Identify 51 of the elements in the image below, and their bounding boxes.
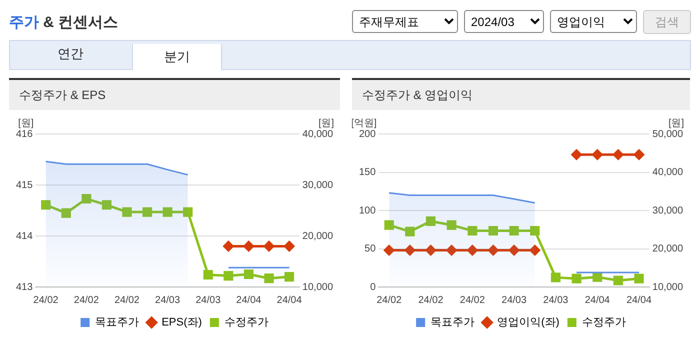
y-tick-label: 415: [16, 180, 34, 191]
y-tick-label: 100: [358, 205, 376, 216]
text: 연간: [56, 45, 84, 63]
y2-tick-label: 40,000: [302, 128, 334, 140]
y-tick-label: 200: [358, 128, 376, 140]
x-tick-label: 24/03: [155, 294, 180, 306]
x-tick-label: 24/04: [276, 294, 302, 306]
chart-title: 수정주가 & EPS: [9, 78, 340, 110]
x-tick-label: 24/04: [626, 294, 652, 306]
legend-label: EPS(좌): [162, 316, 202, 329]
x-tick-label: 24/02: [114, 294, 140, 306]
y-tick-label: 414: [16, 230, 34, 242]
x-tick-label: 24/03: [502, 294, 527, 306]
text: 주가 & 컨센서스: [9, 13, 118, 32]
y-tick-label: 413: [16, 282, 34, 293]
y2-tick-label: 10,000: [302, 282, 334, 293]
legend-label: 수정주가: [224, 316, 268, 329]
text: 검색: [643, 10, 691, 34]
x-tick-label: 24/02: [460, 294, 486, 306]
x-tick-label: 24/03: [543, 294, 569, 306]
y2-tick-label: 20,000: [652, 244, 684, 254]
y-tick-label: 50: [364, 244, 376, 254]
y-tick-label: 150: [358, 167, 376, 178]
x-tick-label: 24/04: [584, 294, 610, 306]
legend-label: 목표주가: [430, 316, 475, 329]
x-tick-label: 24/04: [236, 294, 262, 306]
y2-axis-title: [원]: [668, 118, 684, 129]
y2-axis-title: [원]: [318, 118, 334, 129]
text: 분기: [132, 44, 222, 70]
x-tick-label: 24/02: [418, 294, 444, 306]
y2-tick-label: 10,000: [652, 282, 684, 293]
legend-label: 영업이익(좌): [497, 316, 560, 329]
y2-tick-label: 50,000: [652, 128, 684, 140]
legend-label: 수정주가: [582, 316, 626, 329]
chart-title: 수정주가 & 영업이익: [352, 78, 690, 110]
y2-tick-label: 20,000: [302, 230, 334, 242]
y2-tick-label: 30,000: [302, 180, 334, 191]
x-tick-label: 24/02: [74, 294, 100, 306]
legend-label: 목표주가: [95, 316, 140, 329]
y-tick-label: 0: [370, 282, 376, 293]
y-axis-title: [억원]: [351, 118, 377, 129]
y2-tick-label: 40,000: [652, 167, 684, 178]
text: 주재무제표: [352, 10, 458, 33]
text: 2024/03: [464, 10, 544, 33]
y2-tick-label: 30,000: [652, 205, 684, 216]
x-tick-label: 24/03: [196, 294, 222, 306]
y-tick-label: 416: [16, 128, 34, 140]
y-axis-title: [원]: [18, 118, 34, 129]
text: 영업이익: [550, 10, 637, 33]
x-tick-label: 24/02: [33, 294, 59, 306]
x-tick-label: 24/02: [376, 294, 402, 306]
